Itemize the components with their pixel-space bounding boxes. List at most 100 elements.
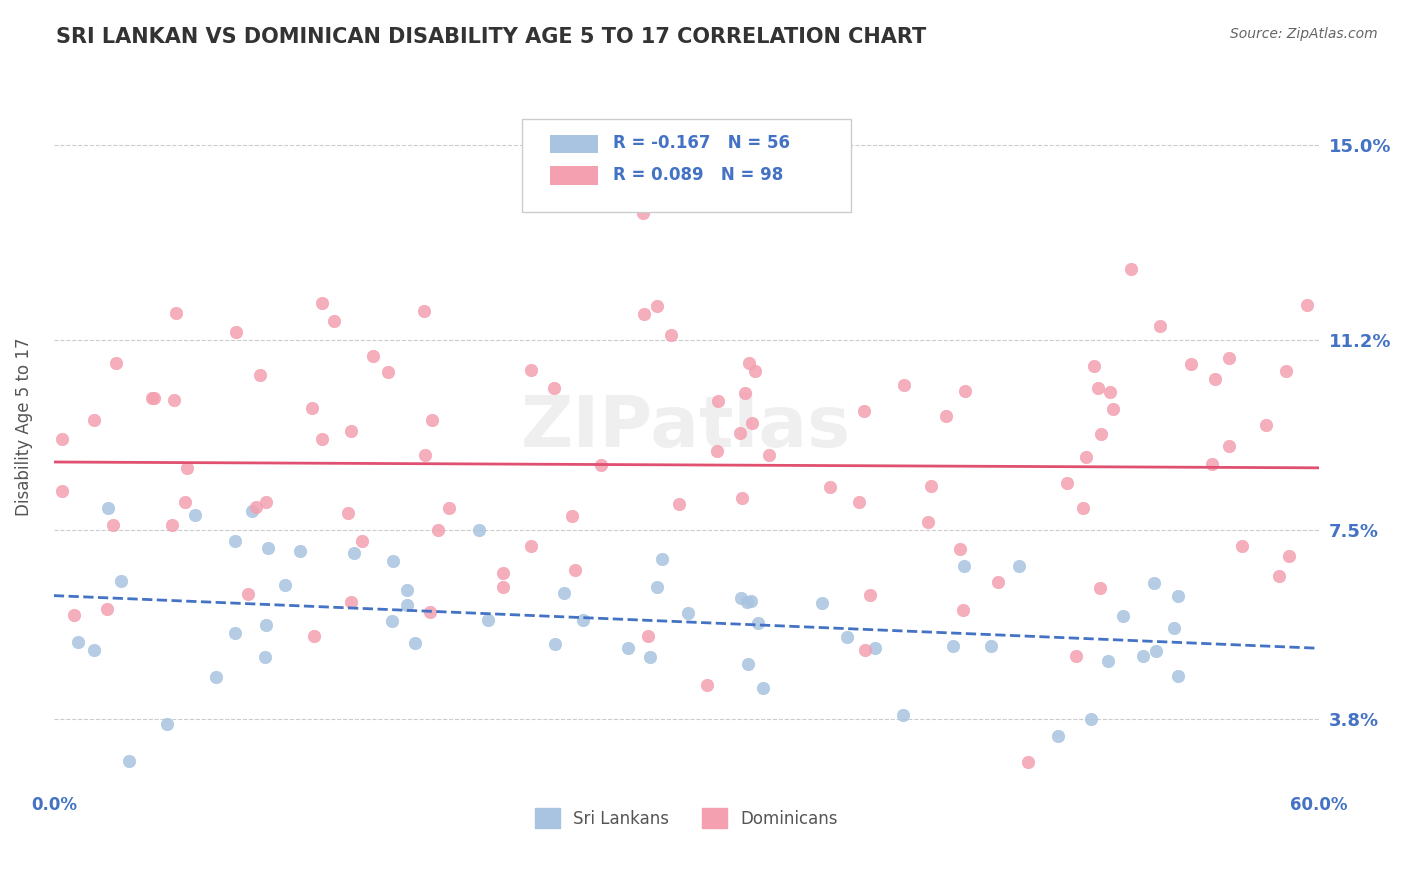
Point [863,640,886,655]
Point [51,432,73,446]
Point [571,613,593,627]
Point [288,544,311,558]
Point [920,479,942,493]
Point [104,356,127,370]
Point [340,424,363,438]
Point [811,596,834,610]
Point [738,356,761,370]
Point [240,504,263,518]
Point [1056,475,1078,490]
Point [176,461,198,475]
Point [249,368,271,382]
Point [420,413,443,427]
Point [1167,668,1189,682]
Point [645,299,668,313]
FancyBboxPatch shape [522,119,851,212]
Point [101,517,124,532]
Point [949,541,972,556]
Point [741,416,763,430]
Point [311,296,333,310]
Point [1098,384,1121,399]
Point [1149,318,1171,333]
Point [118,754,141,768]
Point [1254,417,1277,432]
Point [110,574,132,589]
Point [311,433,333,447]
Point [343,546,366,560]
Text: R = -0.167   N = 56: R = -0.167 N = 56 [613,134,790,153]
Point [51,484,73,499]
Point [1047,730,1070,744]
Point [852,404,875,418]
Point [412,303,434,318]
Point [492,566,515,580]
FancyBboxPatch shape [550,166,598,185]
Point [1008,558,1031,573]
Point [1090,426,1112,441]
Point [645,580,668,594]
Point [633,307,655,321]
Point [141,391,163,405]
Point [1201,457,1223,471]
Point [651,551,673,566]
Point [253,650,276,665]
Point [1267,569,1289,583]
Point [165,306,187,320]
Point [734,386,756,401]
Point [142,391,165,405]
Point [1230,539,1253,553]
Point [256,618,278,632]
Point [1218,351,1240,366]
Point [477,613,499,627]
Point [1119,261,1142,276]
Point [184,508,207,522]
Point [553,586,575,600]
Point [1087,381,1109,395]
Point [377,365,399,379]
Point [83,413,105,427]
Point [544,637,567,651]
Point [952,603,974,617]
Point [728,426,751,441]
Point [858,588,880,602]
Point [162,518,184,533]
Point [1071,501,1094,516]
Point [731,491,754,505]
Point [1275,364,1298,378]
Point [257,541,280,555]
Point [638,649,661,664]
Point [591,458,613,473]
Point [1180,357,1202,371]
Point [953,559,976,574]
Point [744,364,766,378]
Point [337,506,360,520]
Point [323,314,346,328]
Text: ZIPatlas: ZIPatlas [522,392,852,462]
Point [381,554,404,568]
Point [1080,712,1102,726]
Point [737,657,759,671]
Point [564,562,586,576]
Point [427,523,450,537]
Point [395,583,418,598]
Point [520,363,543,377]
Point [820,480,842,494]
Point [707,394,730,409]
Point [668,497,690,511]
Point [491,580,513,594]
Point [706,444,728,458]
Point [1017,756,1039,770]
Y-axis label: Disability Age 5 to 17: Disability Age 5 to 17 [15,338,32,516]
Point [1144,644,1167,658]
Point [637,628,659,642]
Point [917,515,939,529]
Point [224,626,246,640]
Point [467,524,489,538]
Point [204,670,226,684]
Point [419,605,441,619]
Point [96,602,118,616]
Point [561,509,583,524]
Point [1278,549,1301,563]
Point [274,578,297,592]
Point [935,409,957,424]
